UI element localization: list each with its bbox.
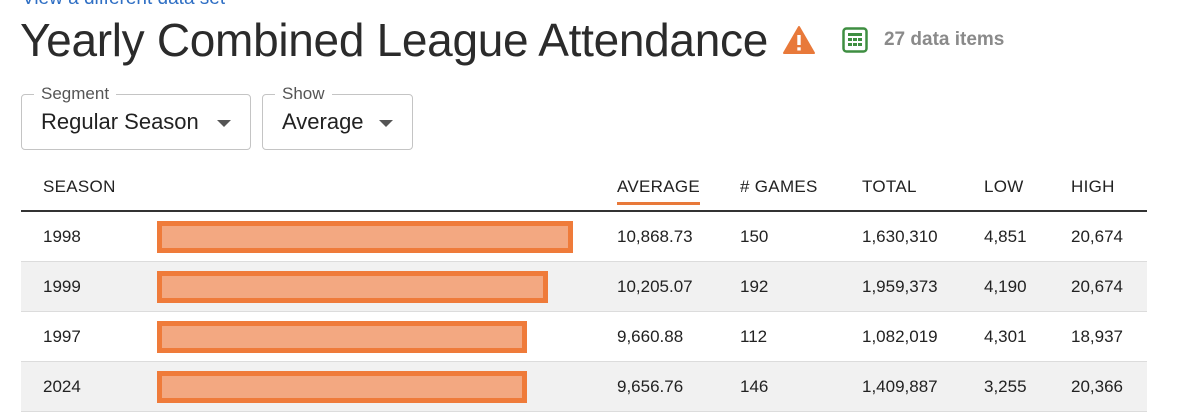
column-header-low[interactable]: LOW (984, 177, 1024, 196)
low-cell: 4,301 (984, 327, 1027, 346)
average-bar (157, 221, 573, 253)
data-items-indicator[interactable]: 27 data items (842, 27, 1004, 53)
segment-select-label: Segment (34, 84, 117, 104)
low-cell: 4,851 (984, 227, 1027, 246)
games-cell: 192 (740, 277, 769, 296)
chevron-down-icon (379, 120, 393, 127)
table-row[interactable]: 1999 10,205.07 192 1,959,373 4,190 20,674 (21, 262, 1147, 312)
average-bar (157, 271, 548, 303)
table-grid-icon (842, 27, 868, 53)
season-cell: 1998 (43, 227, 81, 246)
view-different-data-set-link[interactable]: View a different data set (22, 0, 225, 10)
season-cell: 1997 (43, 327, 81, 346)
table-row[interactable]: 2024 9,656.76 146 1,409,887 3,255 20,366 (21, 362, 1147, 412)
table-body: 1998 10,868.73 150 1,630,310 4,851 20,674 1999… (21, 212, 1147, 412)
chevron-down-icon (217, 120, 231, 127)
data-items-count: 27 data items (883, 29, 1005, 50)
page-title: Yearly Combined League Attendance (20, 14, 768, 66)
show-select[interactable]: Show Average (262, 84, 413, 150)
total-cell: 1,959,373 (862, 277, 938, 296)
column-header-high[interactable]: HIGH (1071, 177, 1115, 196)
average-cell: 10,205.07 (617, 277, 693, 296)
table-row[interactable]: 1997 9,660.88 112 1,082,019 4,301 18,937 (21, 312, 1147, 362)
average-bar (157, 321, 527, 353)
average-bar (157, 371, 527, 403)
low-cell: 3,255 (984, 377, 1027, 396)
games-cell: 146 (740, 377, 769, 396)
column-header-season[interactable]: SEASON (43, 177, 116, 196)
segment-select[interactable]: Segment Regular Season (21, 84, 251, 150)
average-cell: 9,660.88 (617, 327, 684, 346)
total-cell: 1,082,019 (862, 327, 938, 346)
high-cell: 20,674 (1071, 227, 1123, 246)
low-cell: 4,190 (984, 277, 1027, 296)
average-cell: 10,868.73 (617, 227, 693, 246)
season-cell: 2024 (43, 377, 81, 396)
segment-select-value: Regular Season (41, 109, 199, 134)
column-header-games[interactable]: # GAMES (740, 177, 818, 196)
season-cell: 1999 (43, 277, 81, 296)
high-cell: 20,366 (1071, 377, 1123, 396)
title-row: Yearly Combined League Attendance 27 dat… (20, 12, 1004, 68)
average-cell: 9,656.76 (617, 377, 684, 396)
show-select-label: Show (275, 84, 332, 104)
table-row[interactable]: 1998 10,868.73 150 1,630,310 4,851 20,674 (21, 212, 1147, 262)
high-cell: 18,937 (1071, 327, 1123, 346)
warning-triangle-icon[interactable] (782, 25, 816, 55)
high-cell: 20,674 (1071, 277, 1123, 296)
show-select-value: Average (282, 109, 364, 134)
attendance-table: SEASON AVERAGE # GAMES TOTAL LOW HIGH 19… (21, 162, 1147, 412)
column-header-average[interactable]: AVERAGE (617, 177, 701, 205)
table-header: SEASON AVERAGE # GAMES TOTAL LOW HIGH (21, 162, 1147, 212)
games-cell: 112 (740, 327, 768, 346)
total-cell: 1,409,887 (862, 377, 938, 396)
total-cell: 1,630,310 (862, 227, 938, 246)
games-cell: 150 (740, 227, 769, 246)
column-header-total[interactable]: TOTAL (862, 177, 917, 196)
